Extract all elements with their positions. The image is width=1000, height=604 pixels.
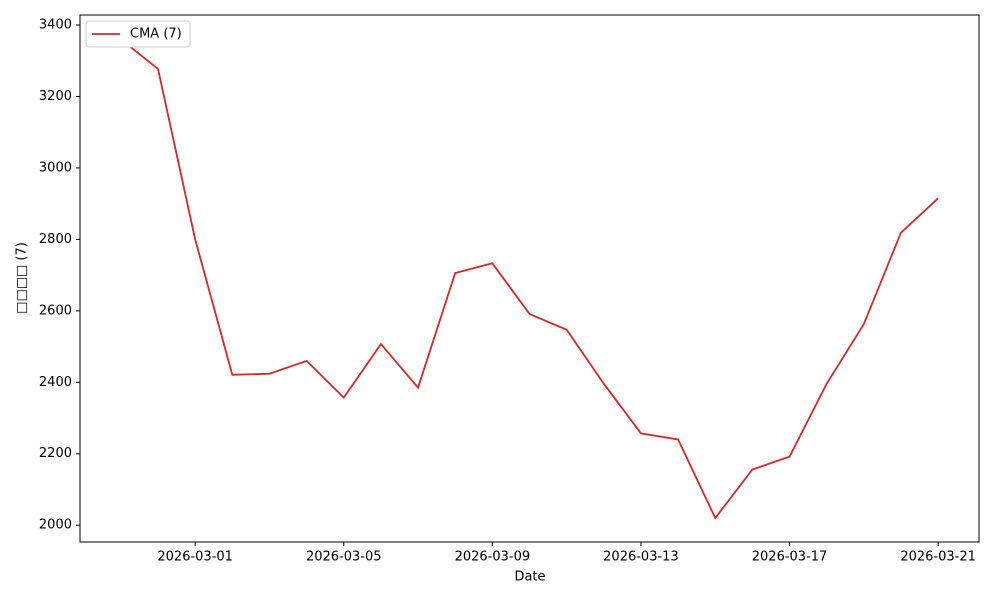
x-tick-label: 2026-03-17 — [752, 550, 828, 565]
y-tick-label: 2400 — [39, 375, 72, 390]
y-axis-label: □□□□ (7) — [15, 242, 30, 314]
y-tick-label: 2800 — [39, 232, 72, 247]
y-tick-label: 2200 — [39, 446, 72, 461]
y-tick-label: 3400 — [39, 18, 72, 33]
line — [120, 38, 939, 520]
y-tick-label: 2000 — [39, 518, 72, 533]
legend-box — [85, 20, 191, 48]
y-tick-label: 3000 — [39, 160, 72, 175]
x-tick-label: 2026-03-13 — [603, 550, 679, 565]
y-tick-label: 3200 — [39, 89, 72, 104]
x-tick-label: 2026-03-09 — [455, 550, 531, 565]
x-axis-label: Date — [514, 570, 545, 585]
x-tick-label: 2026-03-01 — [157, 550, 233, 565]
x-tick-label: 2026-03-21 — [900, 550, 976, 565]
x-tick-label: 2026-03-05 — [306, 550, 382, 565]
y-tick-label: 2600 — [39, 303, 72, 318]
legend-label: CMA (7) — [130, 27, 182, 42]
plot-frame — [79, 14, 980, 543]
